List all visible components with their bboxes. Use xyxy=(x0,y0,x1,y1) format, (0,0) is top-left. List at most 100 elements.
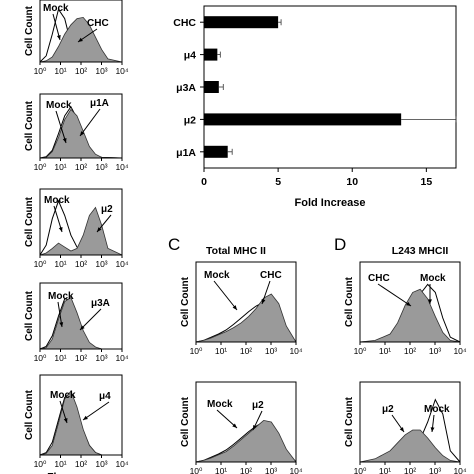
arrowhead xyxy=(56,35,61,40)
annotation-label: Mock xyxy=(207,399,233,410)
arrowhead xyxy=(232,423,237,428)
x-tick-label: 10⁴ xyxy=(289,346,302,356)
histogram-panel-A-1: 10⁰ 10¹ 10² 10³ 10⁴ Cell Count Mock CHC xyxy=(24,0,129,76)
histogram-series-fill xyxy=(195,419,297,463)
x-tick-label: 10³ xyxy=(95,66,107,76)
annotation-label: CHC xyxy=(368,273,390,284)
arrowhead xyxy=(261,299,266,304)
annotation-label: μ3A xyxy=(91,298,110,309)
bar xyxy=(204,113,402,126)
annotation-label: μ4 xyxy=(99,391,111,402)
histogram-panel-A-4: 10⁰ 10¹ 10² 10³ 10⁴ Cell Count Mock μ3A xyxy=(24,282,129,363)
panel-title: Total MHC II xyxy=(206,245,266,257)
annotation-label: Mock xyxy=(204,270,230,281)
bar xyxy=(204,81,219,93)
arrowhead xyxy=(63,418,68,423)
x-tick-label: 10¹ xyxy=(54,162,66,172)
x-tick-label: 10¹ xyxy=(54,459,66,469)
x-tick-label: 10 xyxy=(346,176,358,188)
y-axis-label: Cell Count xyxy=(24,5,35,56)
x-tick-label: 10² xyxy=(404,466,416,474)
arrowhead xyxy=(97,227,102,232)
bar-category-label: μ2 xyxy=(184,114,196,126)
x-tick-label: 10¹ xyxy=(54,353,66,363)
y-axis-label: Cell Count xyxy=(24,100,35,151)
bar-category-label: μ1A xyxy=(176,147,196,159)
x-tick-label: 10³ xyxy=(95,353,107,363)
annotation-label: μ1A xyxy=(90,98,109,109)
x-tick-label: 10⁰ xyxy=(34,259,47,269)
annotation-arrow xyxy=(213,280,238,311)
annotation-label: Mock xyxy=(48,291,74,302)
annotation-arrow xyxy=(377,283,412,307)
y-axis-label: Cell Count xyxy=(344,396,355,447)
histogram-panel-C-1: 10⁰ 10¹ 10² 10³ 10⁴ Cell Count Mock CHC Total MH… xyxy=(180,245,303,356)
x-tick-label: 10⁴ xyxy=(453,346,466,356)
x-tick-label: 10⁰ xyxy=(34,162,47,172)
x-tick-label: 10³ xyxy=(95,259,107,269)
panel-letter-d: D xyxy=(334,235,346,254)
x-tick-label: 10³ xyxy=(95,459,107,469)
annotation-label: Mock xyxy=(44,195,70,206)
histogram-series-fill xyxy=(359,288,461,343)
x-tick-label: 0 xyxy=(201,176,207,188)
bar-category-label: μ4 xyxy=(184,50,196,62)
arrowhead xyxy=(59,322,64,327)
arrowhead xyxy=(58,227,63,232)
bar xyxy=(204,16,279,29)
arrowhead xyxy=(406,301,411,306)
bar xyxy=(204,145,228,158)
arrowhead xyxy=(428,299,432,304)
x-tick-label: 10² xyxy=(404,346,416,356)
x-tick-label: 10² xyxy=(240,466,252,474)
arrowhead xyxy=(83,415,88,420)
arrowhead xyxy=(399,427,404,432)
x-tick-label: 15 xyxy=(421,176,433,188)
x-tick-label: 10² xyxy=(75,162,87,172)
histogram-series-fill xyxy=(195,293,297,343)
x-tick-label: 10⁴ xyxy=(289,466,302,474)
x-tick-label: 10⁴ xyxy=(453,466,466,474)
y-axis-label: Cell Count xyxy=(180,276,191,327)
histogram-panel-C-2: 10⁰ 10¹ 10² 10³ 10⁴ Cell Count Mock μ2 xyxy=(180,381,303,474)
arrowhead xyxy=(80,131,85,136)
x-tick-label: 10¹ xyxy=(215,466,227,474)
histogram-series-fill xyxy=(39,206,123,256)
annotation-label: CHC xyxy=(87,18,109,29)
x-axis-label: Fluorescence xyxy=(47,471,115,474)
x-tick-label: 10⁴ xyxy=(115,162,128,172)
x-tick-label: 10⁰ xyxy=(34,459,47,469)
histogram-panel-A-5: 10⁰ 10¹ 10² 10³ 10⁴ Cell Count Fluorescence Moc… xyxy=(24,374,129,474)
y-axis-label: Cell Count xyxy=(180,396,191,447)
bar xyxy=(204,48,218,61)
x-tick-label: 10⁴ xyxy=(115,259,128,269)
x-tick-label: 10⁰ xyxy=(34,353,47,363)
panel-letter-c: C xyxy=(168,235,180,254)
bar-category-label: CHC xyxy=(173,17,196,29)
annotation-label: Mock xyxy=(424,404,450,415)
x-tick-label: 10¹ xyxy=(379,346,391,356)
annotation-label: Mock xyxy=(43,3,69,14)
x-tick-label: 10⁴ xyxy=(115,459,128,469)
x-tick-label: 10² xyxy=(75,259,87,269)
y-axis-label: Cell Count xyxy=(24,290,35,341)
y-axis-label: Cell Count xyxy=(24,389,35,440)
arrowhead xyxy=(78,37,83,42)
arrowhead xyxy=(232,305,237,310)
x-tick-label: 10¹ xyxy=(379,466,391,474)
annotation-arrow xyxy=(55,110,67,144)
x-tick-label: 10⁰ xyxy=(190,466,203,474)
x-tick-label: 10³ xyxy=(429,466,441,474)
panel-title: L243 MHCII xyxy=(392,245,449,257)
x-tick-label: 10² xyxy=(75,66,87,76)
x-tick-label: 10¹ xyxy=(54,259,66,269)
x-tick-label: 10⁴ xyxy=(115,353,128,363)
histogram-series-fill xyxy=(359,429,461,463)
bar-chart-frame xyxy=(203,5,457,169)
arrowhead xyxy=(253,425,257,430)
x-tick-label: 10³ xyxy=(265,466,277,474)
arrowhead xyxy=(430,427,435,432)
annotation-label: Mock xyxy=(50,390,76,401)
y-axis-label: Cell Count xyxy=(24,196,35,247)
x-tick-label: 5 xyxy=(275,176,281,188)
